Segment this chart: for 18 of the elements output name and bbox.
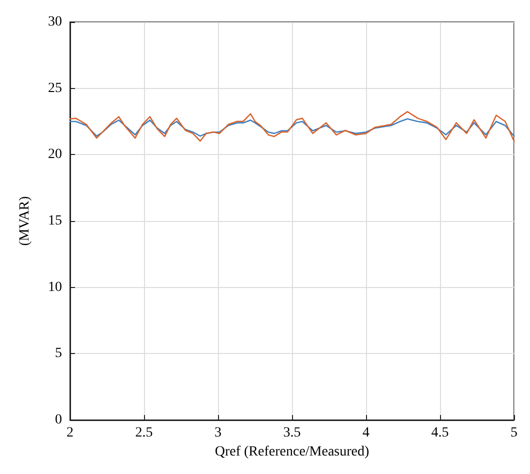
y-tick-label: 10 (48, 280, 62, 295)
x-tick-label: 3.5 (283, 426, 301, 440)
line-series (69, 111, 515, 142)
x-tick-label: 4 (362, 426, 370, 440)
y-tick-label: 0 (55, 412, 62, 428)
y-tick-label: 30 (48, 14, 62, 30)
x-tick-label: 3 (214, 426, 222, 440)
x-tick-label: 2.5 (135, 426, 153, 440)
x-tick-label: 5 (510, 426, 518, 440)
y-tick-label: 20 (48, 147, 62, 162)
y-tick-label: 15 (48, 214, 62, 228)
x-tick-label: 2 (66, 426, 74, 440)
line-series (69, 118, 515, 137)
x-tick-label: 4.5 (431, 426, 449, 440)
y-tick-label: 5 (55, 346, 62, 362)
x-axis-title: Qref (Reference/Measured) (214, 444, 370, 460)
y-axis-title: (MVAR) (18, 196, 32, 246)
y-tick-label: 25 (48, 80, 62, 96)
